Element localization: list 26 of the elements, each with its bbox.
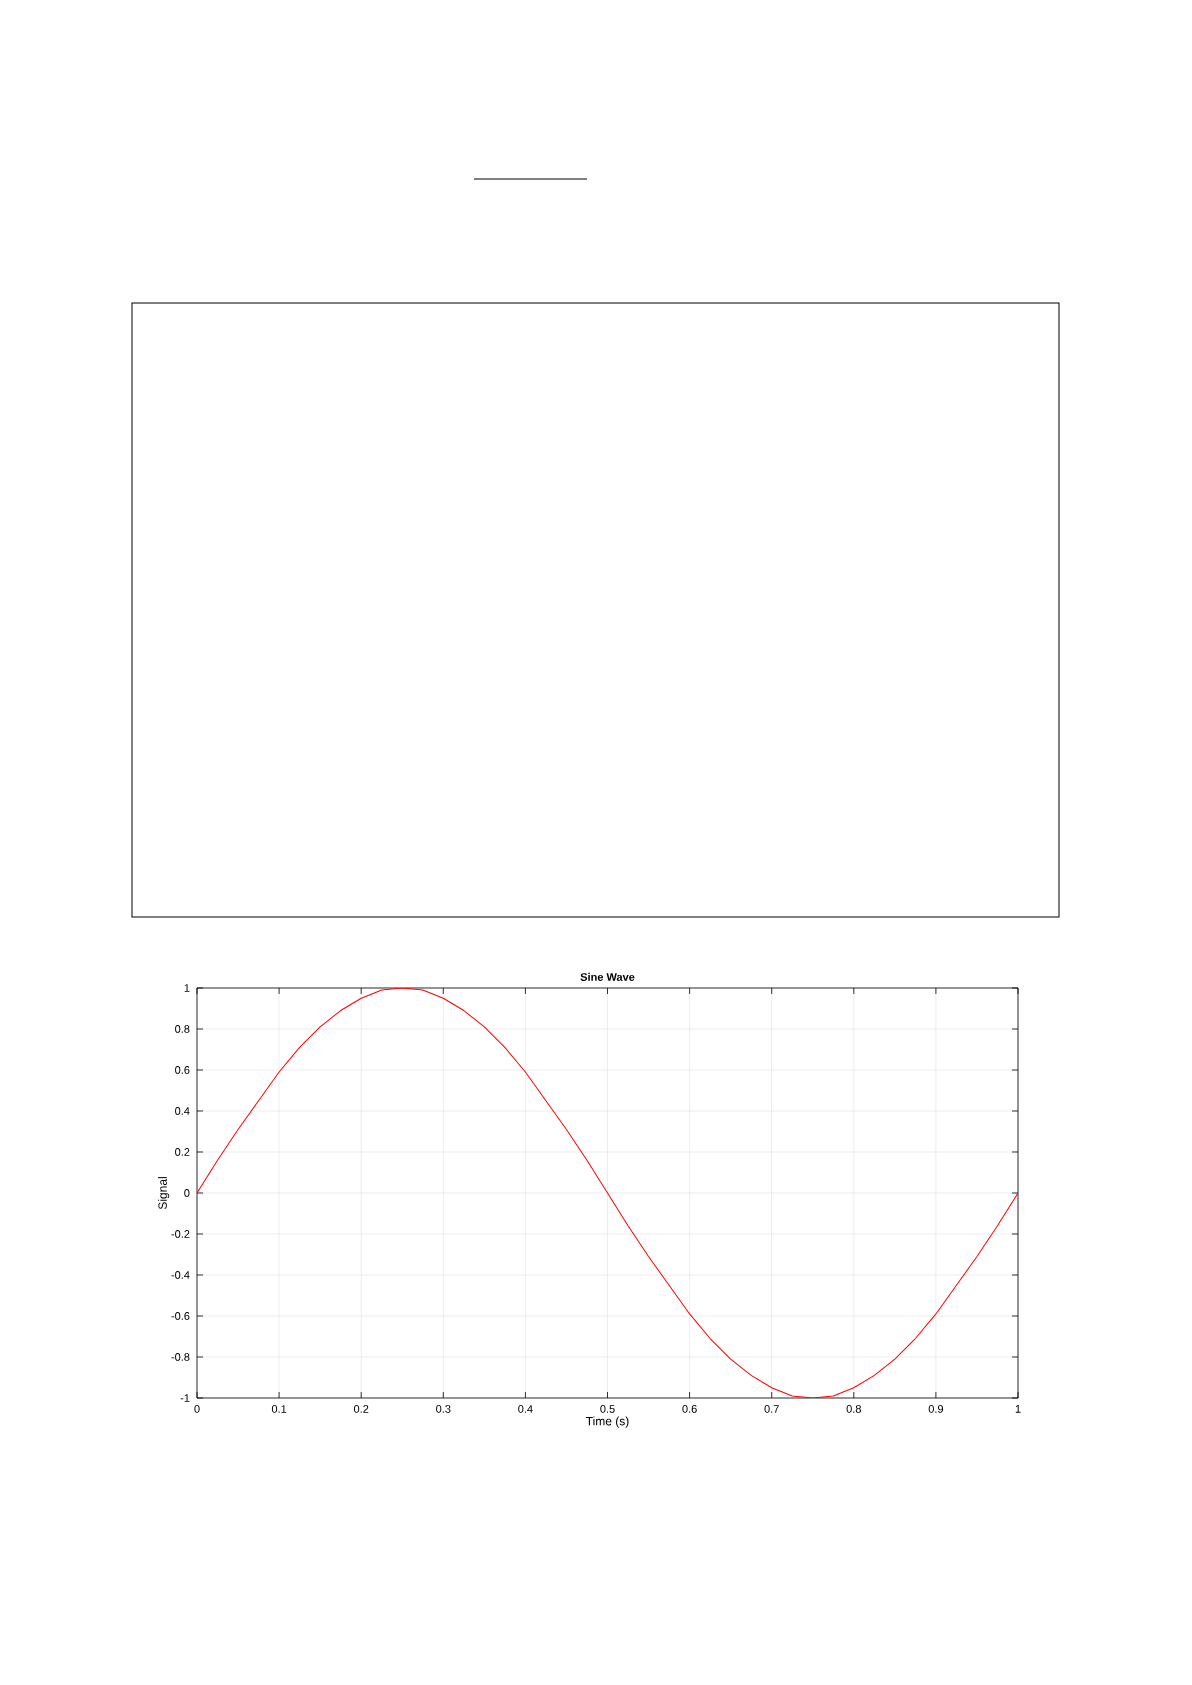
y-tick-label: 0.2: [175, 1148, 190, 1156]
x-tick-label: 0.5: [600, 1405, 615, 1413]
x-tick-label: 0.9: [928, 1405, 944, 1413]
y-tick-label: 0: [184, 1189, 190, 1197]
y-tick-label: 0.4: [175, 1107, 190, 1115]
x-tick-label: 0.1: [271, 1405, 287, 1413]
x-tick-label: 0.7: [764, 1405, 779, 1413]
x-tick-label: 0.3: [436, 1405, 451, 1413]
y-tick-label: 0.8: [175, 1025, 190, 1033]
y-tick-label: -0.2: [171, 1230, 190, 1238]
chart-title: Sine Wave: [580, 972, 635, 981]
y-tick-label: -0.4: [171, 1271, 190, 1279]
y-axis-title: Signal: [158, 1177, 170, 1210]
x-axis-title: Time (s): [586, 1416, 629, 1428]
y-tick-label: 1: [184, 984, 190, 992]
x-tick-label: 0.8: [846, 1405, 861, 1413]
x-tick-label: 1: [1015, 1405, 1021, 1413]
x-tick-label: 0.4: [518, 1405, 533, 1413]
y-tick-label: -0.8: [171, 1353, 190, 1361]
x-tick-label: 0.6: [682, 1405, 697, 1413]
x-tick-label: 0: [194, 1405, 200, 1413]
x-tick-label: 0.2: [354, 1405, 369, 1413]
y-tick-label: 0.6: [175, 1066, 190, 1074]
y-tick-label: -0.6: [171, 1312, 190, 1320]
y-tick-label: -1: [180, 1394, 190, 1402]
line-series: [197, 987, 1019, 1398]
